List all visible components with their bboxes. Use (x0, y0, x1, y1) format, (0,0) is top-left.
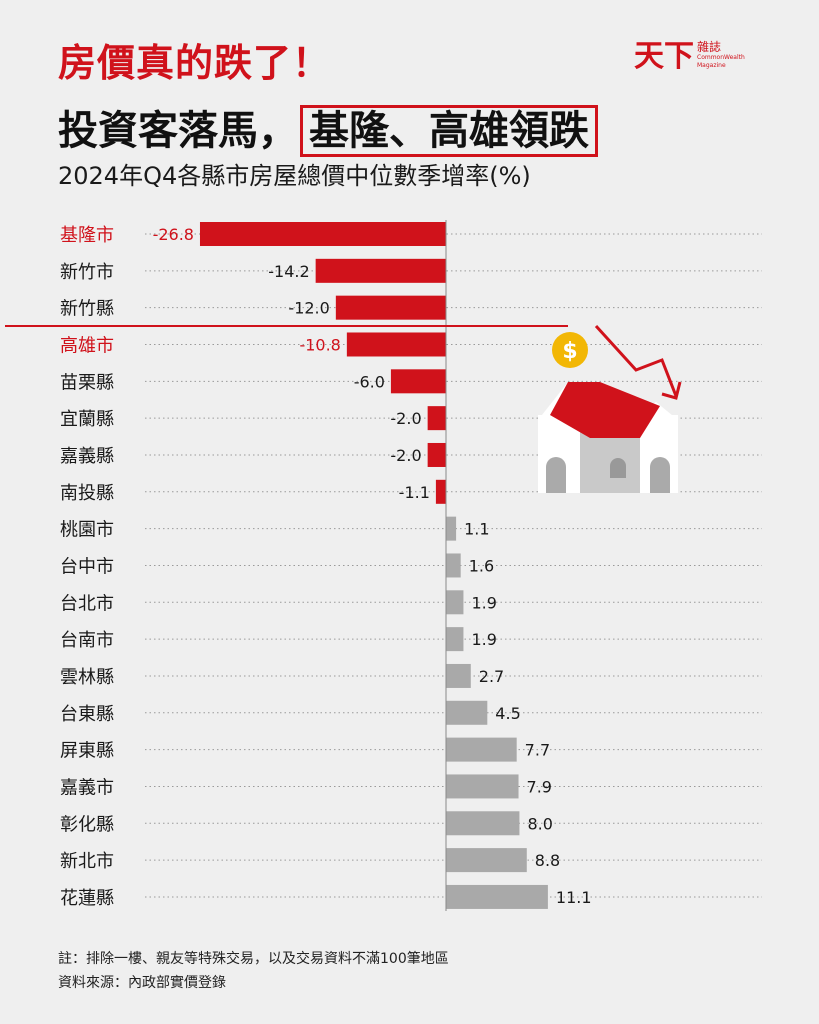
value-label: -26.8 (153, 225, 194, 244)
value-label: 1.6 (469, 556, 494, 575)
category-label: 彰化縣 (60, 814, 114, 835)
dollar-icon: $ (562, 339, 577, 364)
down-arrow-icon (594, 324, 678, 397)
title-main: 投資客落馬， 基隆、高雄領跌 (58, 98, 598, 157)
logo: 天下 雜誌 CommonWealth Magazine (634, 40, 745, 74)
logo-mark: 天下 (634, 39, 694, 74)
bar (427, 442, 446, 467)
bar (446, 590, 464, 615)
value-label: -10.8 (299, 335, 340, 354)
value-label: -12.0 (288, 299, 329, 318)
category-label: 基隆市 (60, 225, 114, 246)
category-label: 苗栗縣 (60, 372, 114, 393)
bar (446, 884, 548, 909)
value-label: -1.1 (399, 483, 430, 502)
subtitle: 2024年Q4各縣市房屋總價中位數季增率(%) (58, 162, 531, 190)
bar (446, 663, 471, 688)
bar (446, 737, 517, 762)
bar (446, 627, 464, 652)
title-main-prefix: 投資客落馬， (58, 108, 298, 154)
house-illustration: $ (538, 324, 682, 493)
category-label: 嘉義縣 (60, 446, 114, 467)
category-label: 台東縣 (60, 704, 114, 725)
footnote: 註：排除一樓、親友等特殊交易，以及交易資料不滿100筆地區 (58, 951, 449, 967)
title-main-boxed: 基隆、高雄領跌 (300, 105, 598, 157)
category-label: 花蓮縣 (60, 888, 114, 909)
value-label: 8.0 (527, 814, 552, 833)
category-label: 新竹市 (60, 262, 114, 283)
value-label: 11.1 (556, 888, 592, 907)
bar (446, 700, 488, 725)
category-label: 桃園市 (60, 520, 114, 541)
value-label: 7.7 (525, 741, 550, 760)
bar (446, 774, 519, 799)
bar (199, 222, 446, 246)
value-label: -6.0 (354, 372, 385, 391)
bar (446, 553, 461, 578)
category-label: 嘉義市 (60, 777, 114, 798)
bar (335, 295, 446, 320)
value-label: 4.5 (495, 704, 520, 723)
value-label: 1.9 (471, 630, 496, 649)
category-label: 新北市 (60, 851, 114, 872)
category-label: 台南市 (60, 630, 114, 651)
bar (346, 332, 446, 357)
category-label: 高雄市 (60, 335, 114, 356)
category-label: 屏東縣 (60, 741, 114, 762)
value-label: 1.9 (471, 593, 496, 612)
value-label: -14.2 (268, 262, 309, 281)
value-label: -2.0 (390, 409, 421, 428)
category-label: 台中市 (60, 556, 114, 577)
category-label: 南投縣 (60, 483, 114, 504)
value-label: -2.0 (390, 446, 421, 465)
bar (427, 406, 446, 431)
category-label: 雲林縣 (60, 667, 114, 688)
bar (446, 848, 527, 873)
logo-en2: Magazine (697, 62, 726, 69)
title-red: 房價真的跌了！ (58, 41, 332, 85)
source: 資料來源：內政部實價登錄 (58, 975, 226, 991)
category-label: 台北市 (60, 593, 114, 614)
bar (446, 516, 457, 541)
bar (446, 811, 520, 836)
bar (390, 369, 446, 394)
logo-zh: 雜誌 (697, 40, 722, 54)
bar (315, 258, 446, 283)
logo-en1: CommonWealth (697, 54, 745, 61)
category-label: 新竹縣 (60, 299, 114, 320)
value-label: 7.9 (527, 777, 552, 796)
coin-icon (552, 332, 588, 368)
value-label: 2.7 (479, 667, 504, 686)
value-label: 1.1 (464, 520, 489, 539)
bar (435, 479, 446, 504)
category-label: 宜蘭縣 (60, 409, 114, 430)
bar-chart: 基隆市 -26.8 新竹市 -14.2 新竹縣 -12.0 高雄市 -10.8 苗栗縣 -6.0 宜… (5, 220, 762, 911)
value-label: 8.8 (535, 851, 560, 870)
